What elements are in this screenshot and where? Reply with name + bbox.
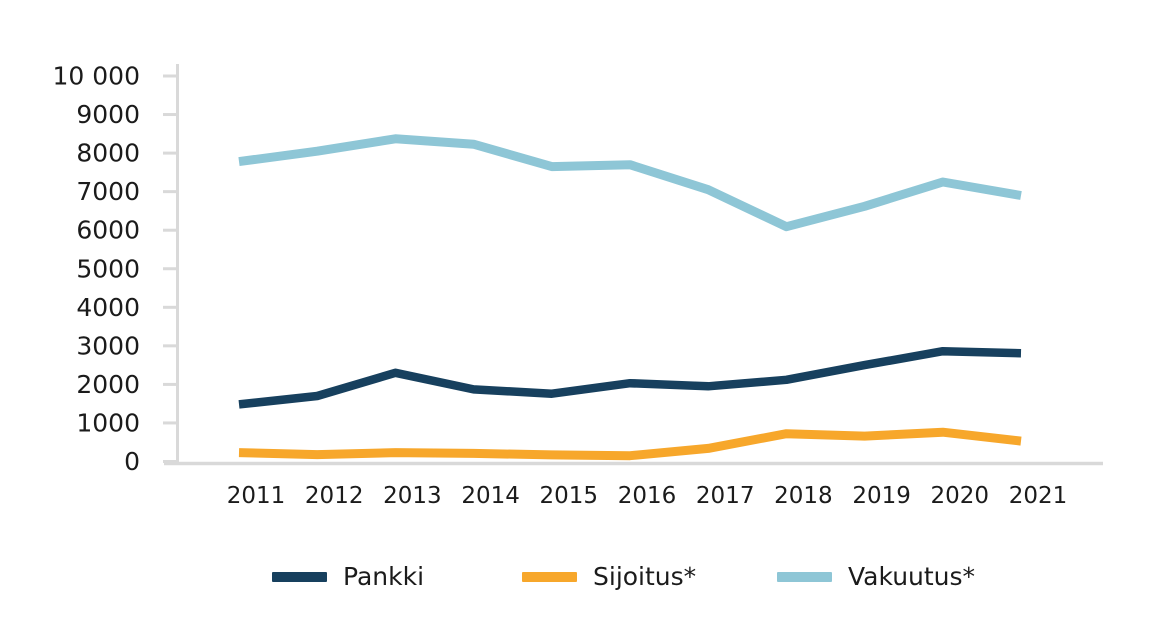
series-line-vakuutus (238, 134, 1022, 232)
y-axis-label: 0 (124, 447, 140, 476)
y-axis-label: 10 000 (53, 62, 140, 91)
y-axis-label: 5000 (76, 254, 140, 283)
y-axis-label: 9000 (76, 100, 140, 129)
y-axis-label: 7000 (76, 177, 140, 206)
x-axis-label: 2016 (618, 483, 677, 509)
vakuutus-line-swatch (777, 572, 832, 582)
y-axis-label: 2000 (76, 370, 140, 399)
y-axis-label: 3000 (76, 331, 140, 360)
legend-item-pankki: Pankki (272, 561, 424, 593)
x-axis-label: 2015 (540, 483, 599, 509)
pankki-line-swatch (272, 572, 327, 582)
y-axis-label: 4000 (76, 293, 140, 322)
series-line-sijoitus (238, 427, 1022, 461)
x-axis-label: 2020 (931, 483, 990, 509)
legend-label-pankki: Pankki (343, 562, 425, 591)
legend-label-sijoitus: Sijoitus* (593, 562, 697, 591)
y-axis-label: 8000 (76, 139, 140, 168)
x-axis-label: 2017 (696, 483, 755, 509)
series-line-pankki (238, 346, 1022, 409)
legend-label-vakuutus: Vakuutus* (848, 562, 976, 591)
y-axis-label: 1000 (76, 408, 140, 437)
x-axis-label: 2011 (227, 483, 286, 509)
sijoitus-line-swatch (522, 572, 577, 582)
legend-item-vakuutus: Vakuutus* (777, 561, 975, 593)
legend-item-sijoitus: Sijoitus* (522, 561, 696, 593)
y-axis-label: 6000 (76, 216, 140, 245)
x-axis-label: 2013 (383, 483, 442, 509)
x-axis-label: 2021 (1009, 483, 1068, 509)
x-axis-label: 2012 (305, 483, 364, 509)
x-axis-label: 2014 (461, 483, 520, 509)
x-axis-label: 2019 (852, 483, 911, 509)
chart-legend: Pankki Sijoitus* Vakuutus* (0, 561, 1176, 593)
x-axis-label: 2018 (774, 483, 833, 509)
